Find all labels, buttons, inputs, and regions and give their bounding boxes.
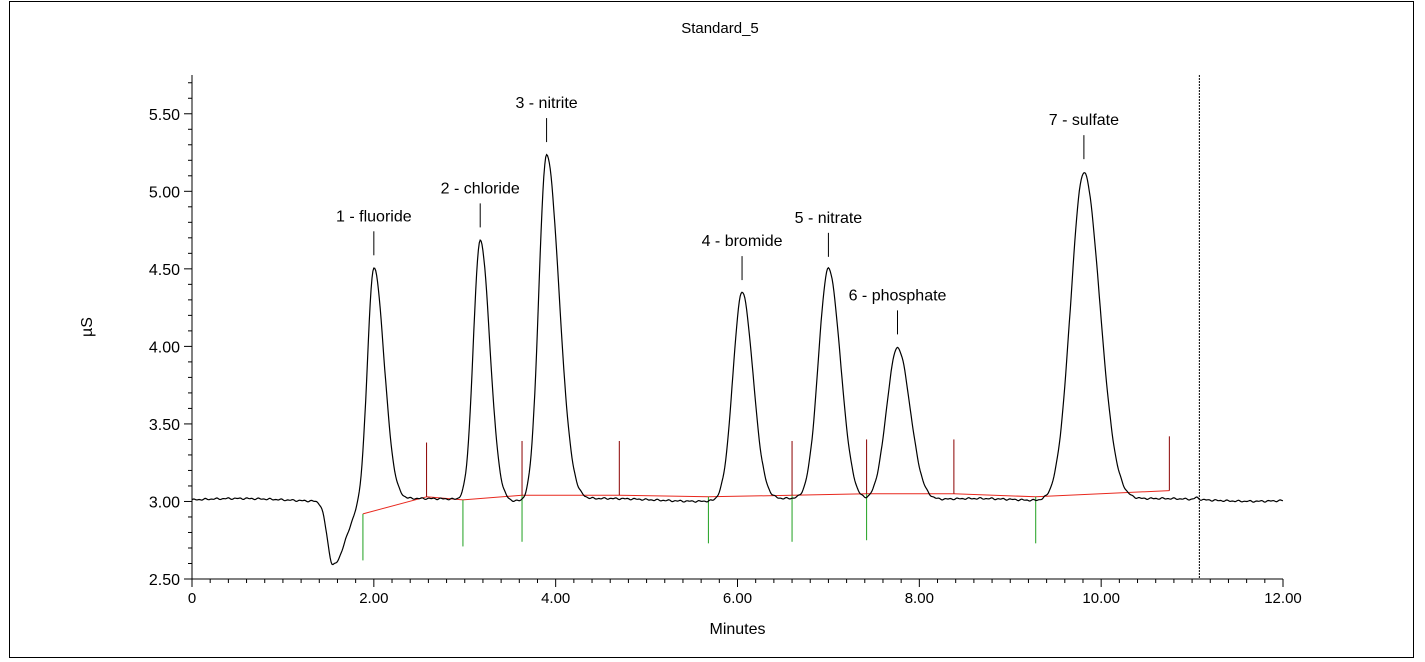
x-tick-label: 12.00 [1264,590,1302,607]
chromatogram-chart: Standard_5 µS Minutes 0 2.00 4.00 6.00 8.00 1… [79,20,1302,638]
x-tick-label: 2.00 [359,590,388,607]
integration-baselines [362,490,1170,515]
chart-window: Standard_5 µS Minutes 0 2.00 4.00 6.00 8.00 1… [9,1,1414,658]
baseline-segment [462,494,523,501]
peak-label: 4 - bromide [702,233,783,250]
baseline-segment [708,494,793,498]
chromatogram-trace [191,153,1284,566]
y-tick-label: 3.50 [149,417,180,434]
peak-label: 2 - chloride [441,180,520,197]
x-tick-label: 0 [188,590,196,607]
baseline-segment [953,493,1036,498]
baseline-segment [792,493,867,496]
axis-ticks: 0 2.00 4.00 6.00 8.00 10.00 12.00 2.50 3.00 3.50 4… [149,82,1302,607]
chart-title: Standard_5 [681,20,759,37]
baseline-segment [619,494,709,498]
peak-label: 1 - fluoride [336,208,412,225]
peak-labels: 1 - fluoride 2 - chloride 3 - nitrite 4 - b… [336,95,1119,335]
peak-label: 6 - phosphate [849,287,947,304]
y-tick-label: 2.50 [149,572,180,589]
peak-markers [362,75,1200,579]
x-tick-label: 4.00 [541,590,570,607]
peak-label: 7 - sulfate [1049,112,1119,129]
peak-label: 3 - nitrite [515,95,577,112]
x-tick-label: 6.00 [723,590,752,607]
peak-label: 5 - nitrate [795,210,863,227]
axes [191,75,1283,580]
y-tick-label: 4.50 [149,262,180,279]
baseline-segment [1035,490,1170,498]
y-tick-label: 5.00 [149,184,180,201]
y-tick-label: 5.50 [149,107,180,124]
y-axis-label: µS [79,317,96,337]
x-axis-label: Minutes [709,621,765,638]
x-tick-label: 10.00 [1082,590,1120,607]
x-tick-label: 8.00 [905,590,934,607]
y-tick-label: 3.00 [149,494,180,511]
baseline-segment [362,496,427,515]
chromatogram-line [191,153,1284,566]
y-tick-label: 4.00 [149,339,180,356]
